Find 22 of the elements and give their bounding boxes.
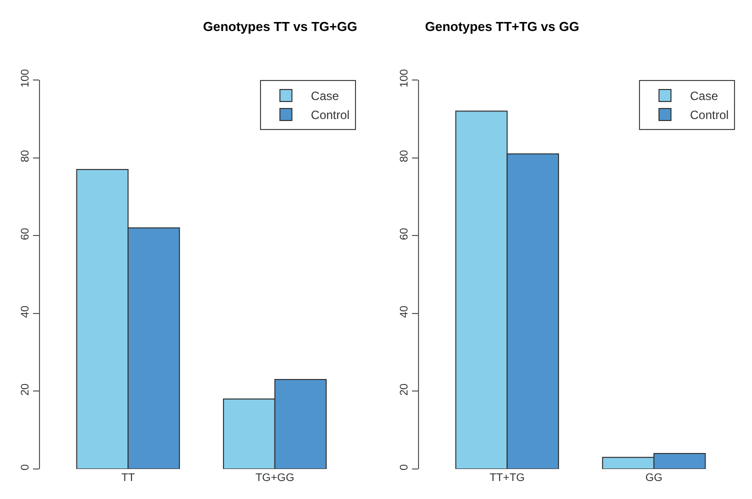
x-tick-label: TT [121, 472, 136, 484]
y-tick-label: 60 [20, 228, 32, 240]
x-tick-label: TG+GG [255, 472, 294, 484]
y-tick-label: 80 [398, 150, 411, 162]
y-tick-label: 100 [398, 69, 411, 88]
y-tick-label: 20 [20, 383, 32, 396]
y-tick-label: 20 [398, 383, 411, 396]
y-tick-label: 60 [398, 228, 411, 240]
x-tick-label: GG [645, 472, 662, 484]
legend-label: Case [690, 89, 718, 104]
chart-title: Genotypes TT+TG vs GG [425, 19, 580, 34]
legend-label: Control [310, 108, 350, 122]
y-tick-label: 0 [20, 464, 32, 470]
legend-label: Case [310, 89, 340, 104]
y-tick-label: 100 [20, 69, 32, 88]
y-tick-label: 40 [398, 306, 411, 318]
x-tick-label: TT+TG [490, 472, 525, 484]
y-tick-label: 40 [20, 306, 32, 318]
y-tick-label: 0 [398, 464, 411, 470]
legend-label: Control [690, 108, 729, 122]
y-tick-label: 80 [20, 150, 32, 162]
chart-title: Genotypes TT vs TG+GG [203, 19, 358, 34]
